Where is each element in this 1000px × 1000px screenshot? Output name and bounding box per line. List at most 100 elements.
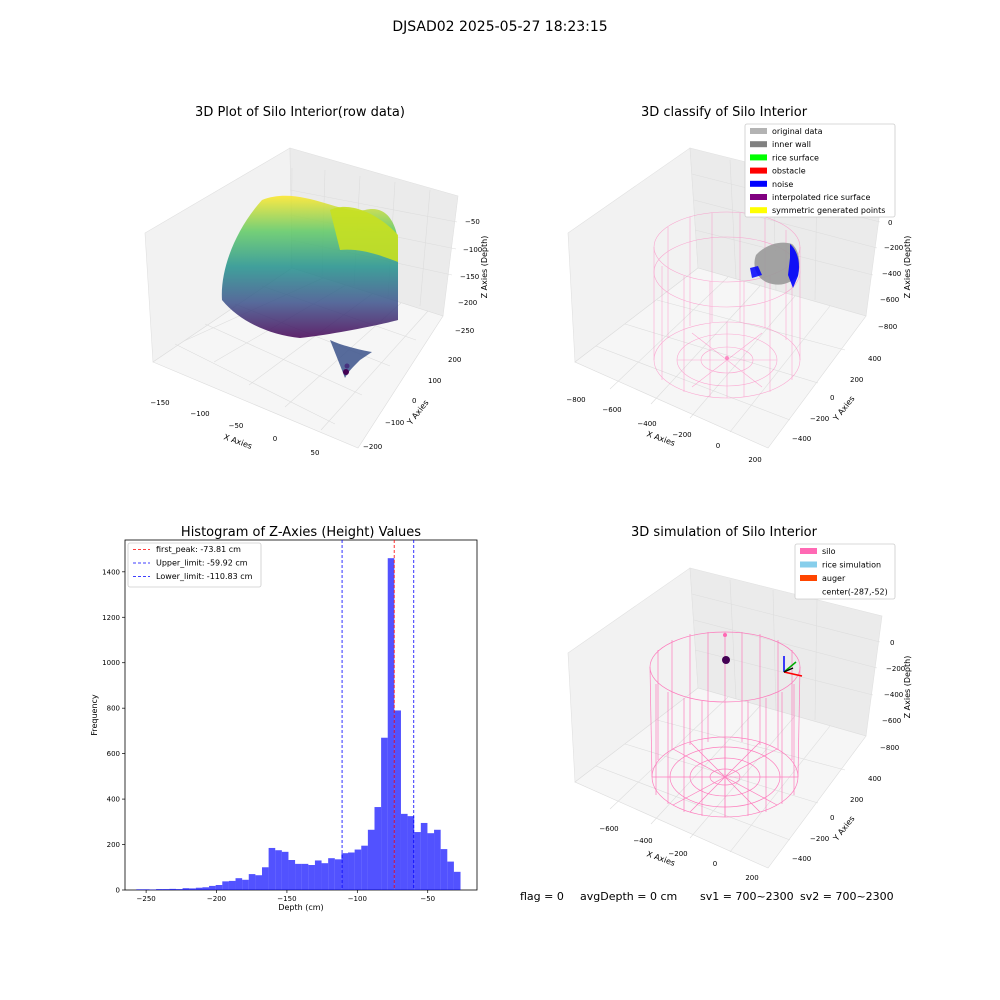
simulation-zlabel: Z Axies (Depth) [903,656,912,719]
histogram-legend: first_peak: -73.81 cm Upper_limit: -59.92… [127,542,262,588]
histogram-bar [414,832,421,890]
raw-y-ticks: 200 100 0 −100 −200 [363,356,461,451]
histogram-bar [367,829,375,890]
histogram-bar [407,816,415,890]
simulation-xtick-2: −200 [668,850,687,858]
histogram-xtick-label: −50 [420,895,435,903]
simulation-legend: silo rice simulation auger center(-287,-52) [794,543,896,600]
simulation-legend-items: silo rice simulation auger center(-287,-52) [800,547,888,597]
simulation-ztick-1: −200 [886,665,905,673]
simulation-ytick-4: −400 [792,855,811,863]
simulation-ytick-2: 0 [830,814,834,822]
panel-simulation-3d: 3D simulation of Silo Interior [567,525,912,882]
raw-ytick-3: −100 [385,419,404,427]
raw-x-ticks: −150 −100 −50 0 50 [150,399,319,457]
histogram-bars [136,558,461,890]
histogram-bar [453,871,461,890]
histogram-bar [195,887,203,890]
histogram-bar [136,889,143,890]
classify-silo-center [725,356,729,360]
legend-swatch [800,561,817,568]
classify-legend: original data inner wall rice surface obsta… [744,123,896,218]
simulation-ytick-1: 200 [850,796,863,804]
histogram-bar [361,845,368,890]
legend-label: silo [822,547,836,556]
panel-classify-3d: 3D classify of Silo Interior [566,105,912,464]
legend-swatch [750,141,767,148]
raw-point-cloud [221,195,398,378]
classify-pane-floor [574,267,867,449]
legend-label: center(-287,-52) [822,588,888,597]
raw-zlabel: Z Axies (Depth) [480,236,489,299]
simulation-xtick-1: −400 [633,837,652,845]
simulation-z-ticks: 0 −200 −400 −600 −800 [880,639,905,752]
histogram-bar [162,889,170,890]
histogram-ytick-label: 400 [107,796,120,804]
histogram-legend-items: first_peak: -73.81 cm Upper_limit: -59.92… [133,545,253,581]
legend-swatch [750,128,767,134]
histogram-ytick-label: 0 [116,887,120,895]
classify-xtick-3: −200 [672,431,691,439]
histogram-legend-box [127,542,262,588]
legend-label: noise [772,180,793,189]
simulation-ztick-4: −800 [880,744,899,752]
histogram-bar [142,889,150,890]
panel-raw-3d: 3D Plot of Silo Interior(row data) [144,105,489,457]
raw-ztick-0: −50 [465,218,480,226]
simulation-xtick-4: 200 [745,874,758,882]
histogram-ytick-label: 1200 [102,614,120,622]
raw-ytick-0: 200 [448,356,461,364]
histogram-bar [209,885,216,890]
classify-point-cloud [750,242,800,288]
simulation-center-marker [722,656,730,664]
simulation-pane-floor [574,687,867,869]
simulation-title: 3D simulation of Silo Interior [631,525,818,540]
legend-swatch [800,548,817,554]
histogram-bar [321,863,329,890]
legend-label: rice surface [772,153,819,162]
raw-xlabel: X Axies [222,432,253,451]
simulation-ztick-2: −400 [884,691,903,699]
histogram-bar [248,874,256,890]
raw-ytick-4: −200 [363,443,382,451]
simulation-y-ticks: 400 200 0 −200 −400 [792,775,881,863]
legend-label: symmetric generated points [772,206,885,215]
legend-label: inner wall [772,140,811,149]
classify-ylabel: Y Axies [831,394,857,423]
classify-zlabel: Z Axies (Depth) [903,236,912,299]
raw-ytick-2: 0 [412,397,416,405]
classify-ztick-4: −800 [878,323,897,331]
histogram-bar [295,863,302,890]
histogram-xtick-label: −250 [137,895,156,903]
histogram-bar [341,853,349,890]
legend-swatch [750,154,767,161]
histogram-bar [175,889,183,890]
histogram-bar [420,822,428,890]
figure-title: DJSAD02 2025-05-27 18:23:15 [392,19,607,35]
raw-ztick-1: −100 [463,246,482,254]
classify-legend-box [744,123,896,218]
histogram-bar [434,829,441,890]
classify-ztick-1: −200 [884,244,903,252]
legend-label: auger [822,574,846,583]
histogram-bar [427,833,435,890]
legend-label: rice simulation [822,561,881,570]
histogram-legend-label: first_peak: -73.81 cm [156,545,241,554]
raw-z-ticks: −50 −100 −150 −200 −250 [455,218,482,335]
histogram-bar [308,865,315,890]
histogram-reference-lines [341,540,415,890]
classify-gridlines [595,159,881,433]
raw-ztick-3: −200 [458,299,477,307]
histogram-xtick-label: −150 [277,895,296,903]
simulation-ytick-3: −200 [810,835,829,843]
simulation-silo-wireframe [649,631,801,818]
raw-xtick-2: −50 [229,422,244,430]
raw-xtick-3: 0 [273,435,277,443]
histogram-bar [354,849,362,890]
classify-title: 3D classify of Silo Interior [641,105,808,120]
histogram-bar [374,807,382,890]
legend-label: interpolated rice surface [772,193,870,202]
histogram-ytick-label: 600 [107,750,120,758]
classify-xtick-4: 0 [716,442,720,450]
